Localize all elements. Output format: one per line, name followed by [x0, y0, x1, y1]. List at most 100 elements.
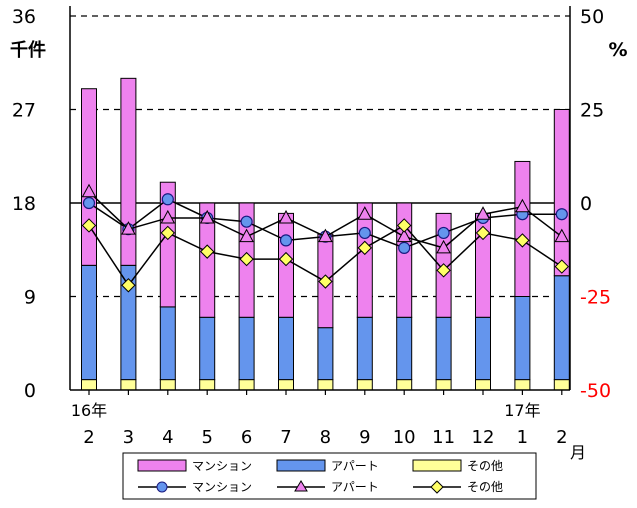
line-point: [278, 209, 294, 224]
left-tick-label: 9: [24, 287, 36, 309]
bar-segment: [199, 379, 216, 391]
bar-segment: [238, 379, 255, 391]
legend-line-label: その他: [467, 480, 503, 494]
month-label: 1: [517, 427, 528, 448]
legend-line-label: マンション: [192, 480, 252, 494]
bar-segment: [553, 275, 570, 381]
bar-segment: [81, 379, 97, 391]
line-point: [240, 215, 253, 228]
bar-segment: [514, 379, 531, 391]
month-label: 7: [280, 427, 291, 448]
line-point: [396, 228, 412, 243]
left-tick-label: 18: [12, 193, 36, 215]
legend-marker: [430, 480, 444, 494]
right-tick-label: 25: [580, 100, 604, 122]
bar-segment: [553, 109, 570, 277]
legend-line-label: アパート: [331, 480, 379, 494]
line-point: [437, 226, 450, 240]
line-point: [161, 193, 174, 206]
line-point: [239, 251, 254, 267]
month-label: 3: [123, 427, 134, 448]
bar-segment: [514, 160, 531, 297]
line-point: [475, 206, 491, 220]
line-point: [396, 218, 412, 233]
right-axis-unit: %: [608, 39, 627, 61]
bar-segment: [356, 202, 373, 318]
legend-bar-swatch: [137, 459, 187, 472]
line-point: [199, 244, 215, 259]
line-point: [278, 251, 294, 267]
month-label: 2: [556, 427, 567, 448]
lines: [81, 183, 570, 293]
legend-box: [122, 452, 537, 500]
gridlines: [70, 15, 570, 298]
bar-segment: [199, 316, 216, 381]
month-label: 8: [320, 427, 331, 448]
line-point: [82, 196, 96, 210]
line-point: [81, 183, 97, 198]
month-label: 11: [432, 427, 455, 448]
bar-segment: [435, 316, 452, 381]
line-point: [318, 274, 333, 289]
left-tick-label: 27: [12, 100, 36, 122]
bar-segment: [396, 379, 413, 391]
bar-segment: [238, 316, 255, 381]
right-tick-label: -50: [580, 380, 611, 402]
bar-segment: [317, 327, 334, 381]
legend-bar-label: その他: [467, 459, 503, 473]
month-label: 9: [359, 427, 370, 448]
line-point: [279, 234, 293, 247]
month-label: 12: [472, 427, 495, 448]
line-point: [357, 206, 373, 220]
line-point: [121, 221, 136, 235]
bar-segment: [356, 379, 373, 391]
legend-bar-label: マンション: [192, 459, 252, 473]
right-tick-label: -25: [580, 287, 611, 309]
legend-marker: [294, 480, 308, 492]
line-point: [398, 241, 411, 254]
month-unit: 月: [570, 443, 586, 462]
line-point: [358, 226, 371, 240]
line-point: [199, 209, 215, 224]
line-point: [554, 259, 570, 274]
bar-segment: [81, 88, 97, 266]
bar-segment: [553, 379, 570, 391]
line-point: [357, 240, 373, 256]
line-point: [239, 228, 254, 243]
bar-segment: [514, 296, 531, 381]
bar-segment: [475, 316, 491, 381]
legend-bar-swatch: [276, 459, 326, 472]
bar-segment: [159, 181, 176, 308]
year-label: 17年: [504, 401, 540, 420]
left-axis-unit: 千件: [10, 39, 46, 61]
left-tick-label: 36: [12, 6, 36, 28]
bar-segment: [278, 316, 294, 381]
bar-segment: [159, 379, 176, 391]
line-point: [160, 209, 176, 224]
year-label: 16年: [71, 401, 107, 420]
bar-segment: [317, 379, 334, 391]
bar-segment: [356, 316, 373, 381]
line-point: [436, 263, 451, 278]
left-tick-label: 0: [24, 380, 36, 402]
line-point: [554, 228, 570, 243]
line-point: [436, 239, 451, 254]
month-label: 6: [241, 427, 252, 448]
line-point: [475, 225, 491, 241]
bar-segment: [475, 379, 491, 391]
right-tick-label: 50: [580, 6, 604, 28]
bar-segment: [159, 306, 176, 381]
month-label: 4: [162, 427, 173, 448]
month-label: 5: [201, 427, 212, 448]
bar-segment: [81, 264, 97, 381]
month-label: 2: [83, 427, 94, 448]
legend-marker: [156, 481, 168, 493]
bar-segment: [120, 77, 137, 266]
bar-segment: [199, 202, 216, 318]
bar-segment: [278, 379, 294, 391]
bar-segment: [396, 202, 413, 318]
